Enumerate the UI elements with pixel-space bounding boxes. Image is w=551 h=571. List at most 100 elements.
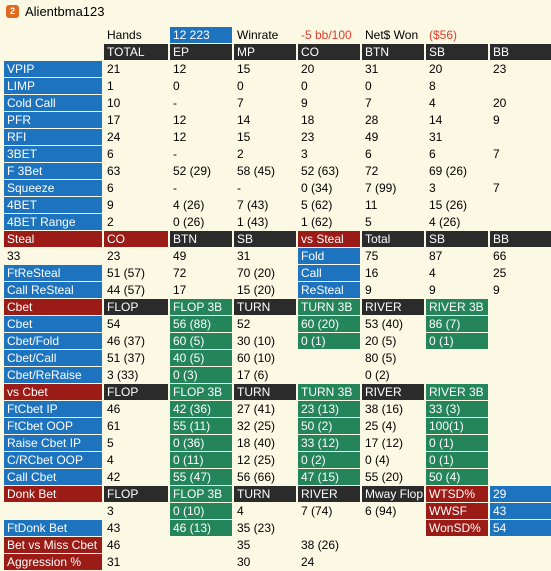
stats-row: Donk Bet FLOP FLOP 3B TURN RIVER Mway Flop WTS… xyxy=(0,486,551,502)
stat-label: Raise Cbet IP xyxy=(4,435,102,451)
stat-label: vs Cbet xyxy=(4,384,102,400)
stats-row: LIMP 1 0 0 0 0 8 xyxy=(0,78,551,94)
stat-cell: 40 (5) xyxy=(170,350,232,366)
stat-cell: 3 xyxy=(298,146,360,162)
stat-label: VPIP xyxy=(4,61,102,77)
stat-cell: 60 (5) xyxy=(170,333,232,349)
stat-cell: 0 xyxy=(298,78,360,94)
stat-cell: TOTAL xyxy=(104,44,168,60)
stat-cell: 0 xyxy=(234,78,296,94)
stat-cell: - xyxy=(170,146,232,162)
stat-cell: 17 xyxy=(104,112,168,128)
stat-cell: FLOP xyxy=(104,299,168,315)
stat-cell: 7 (99) xyxy=(362,180,424,196)
stat-cell xyxy=(362,554,424,570)
stat-cell: 5 (62) xyxy=(298,197,360,213)
stat-cell xyxy=(490,537,551,553)
stat-label: FtDonk Bet xyxy=(4,520,102,536)
stat-cell: 31 xyxy=(362,61,424,77)
stats-row: 3BET 6 - 2 3 6 6 7 xyxy=(0,146,551,162)
stat-cell: 23 xyxy=(104,248,168,264)
stat-cell: 4 (26) xyxy=(170,197,232,213)
stat-cell: 31 xyxy=(234,248,296,264)
stat-cell: 70 (20) xyxy=(234,265,296,281)
stat-cell: 33 (12) xyxy=(298,435,360,451)
stats-row: vs Cbet FLOP FLOP 3B TURN TURN 3B RIVER RIVER … xyxy=(0,384,551,400)
stat-cell: 51 (57) xyxy=(104,265,168,281)
stat-cell xyxy=(170,554,232,570)
stat-cell xyxy=(490,163,551,179)
stat-cell: TURN xyxy=(234,384,296,400)
stat-cell: 17 (6) xyxy=(234,367,296,383)
stat-cell xyxy=(490,554,551,570)
stats-row: FtCbet IP 46 42 (36) 27 (41) 23 (13) 38 (16) 3… xyxy=(0,401,551,417)
stats-row: VPIP 21 12 15 20 31 20 23 xyxy=(0,61,551,77)
stat-cell: 23 xyxy=(490,61,551,77)
stat-cell: RIVER xyxy=(298,486,360,502)
stat-cell: 7 xyxy=(490,146,551,162)
stat-cell: 46 (37) xyxy=(104,333,168,349)
stat-cell: 9 xyxy=(104,197,168,213)
stat-cell xyxy=(490,316,551,332)
stat-cell: 7 xyxy=(362,95,424,111)
stat-cell: 0 xyxy=(170,78,232,94)
stat-label: LIMP xyxy=(4,78,102,94)
stat-label: Steal xyxy=(4,231,102,247)
stats-row: Cbet/ReRaise 3 (33) 0 (3) 17 (6) 0 (2) xyxy=(0,367,551,383)
stat-cell: 38 (16) xyxy=(362,401,424,417)
stat-cell: 49 xyxy=(362,129,424,145)
stat-label: Cold Call xyxy=(4,95,102,111)
net-won-value: ($56) xyxy=(426,27,488,43)
stat-label: Cbet xyxy=(4,299,102,315)
stats-row: 33 23 49 31 Fold 75 87 66 xyxy=(0,248,551,264)
stat-cell: 55 (11) xyxy=(170,418,232,434)
stat-cell: 44 (57) xyxy=(104,282,168,298)
stat-cell: 30 xyxy=(234,554,296,570)
stat-cell: 69 (26) xyxy=(426,163,488,179)
stats-row: TOTAL EP MP CO BTN SB BB xyxy=(0,44,551,60)
stat-cell: 42 (36) xyxy=(170,401,232,417)
stat-label xyxy=(4,503,102,519)
stat-cell xyxy=(490,367,551,383)
stats-row: FtReSteal 51 (57) 72 70 (20) Call 16 4 25 xyxy=(0,265,551,281)
stat-label: F 3Bet xyxy=(4,163,102,179)
stat-label: Call ReSteal xyxy=(4,282,102,298)
stat-cell: 3 (33) xyxy=(104,367,168,383)
stat-cell: 17 xyxy=(170,282,232,298)
stat-cell: 7 (43) xyxy=(234,197,296,213)
stat-cell: 0 (11) xyxy=(170,452,232,468)
stats-row: Call Cbet 42 55 (47) 56 (66) 47 (15) 55 (20) 5… xyxy=(0,469,551,485)
stat-cell: 9 xyxy=(490,282,551,298)
stat-cell: 8 xyxy=(426,78,488,94)
winrate-label: Winrate xyxy=(234,27,296,43)
stats-row: Steal CO BTN SB vs Steal Total SB BB xyxy=(0,231,551,247)
stat-label: 3BET xyxy=(4,146,102,162)
stat-cell: 6 (94) xyxy=(362,503,424,519)
stat-cell: 46 xyxy=(104,537,168,553)
stat-cell: 52 (29) xyxy=(170,163,232,179)
stat-label xyxy=(4,44,102,60)
stat-cell: FLOP xyxy=(104,486,168,502)
stat-cell: RIVER 3B xyxy=(426,299,488,315)
title-bar: 2 Alientbma123 xyxy=(0,0,551,22)
stats-row: Cbet/Fold 46 (37) 60 (5) 30 (10) 0 (1) 20 (5)… xyxy=(0,333,551,349)
stat-cell: 9 xyxy=(362,282,424,298)
stat-label: Cbet/Call xyxy=(4,350,102,366)
stat-cell: 14 xyxy=(426,112,488,128)
stat-label: Squeeze xyxy=(4,180,102,196)
stat-cell: 0 xyxy=(362,78,424,94)
stat-cell: 6 xyxy=(426,146,488,162)
stat-cell: 0 (34) xyxy=(298,180,360,196)
stat-cell: 27 (41) xyxy=(234,401,296,417)
stat-label: 33 xyxy=(4,248,102,264)
stat-cell: 28 xyxy=(362,112,424,128)
stat-cell: 5 xyxy=(362,214,424,230)
stat-label: FtCbet OOP xyxy=(4,418,102,434)
stat-cell: 15 xyxy=(234,129,296,145)
stat-cell: TURN 3B xyxy=(298,299,360,315)
stat-label: Bet vs Miss Cbet xyxy=(4,537,102,553)
stat-cell: 7 (74) xyxy=(298,503,360,519)
stat-cell: SB xyxy=(426,231,488,247)
stat-label: Aggression % xyxy=(4,554,102,570)
stats-row: Cbet/Call 51 (37) 40 (5) 60 (10) 80 (5) xyxy=(0,350,551,366)
